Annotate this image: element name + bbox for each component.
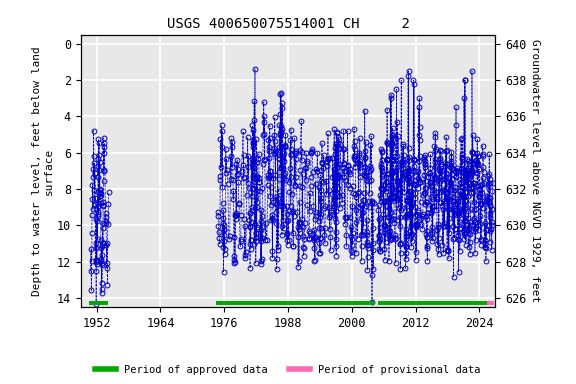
Title: USGS 400650075514001 CH     2: USGS 400650075514001 CH 2: [166, 17, 410, 31]
Y-axis label: Depth to water level, feet below land
surface: Depth to water level, feet below land su…: [32, 46, 54, 296]
Y-axis label: Groundwater level above NGVD 1929, feet: Groundwater level above NGVD 1929, feet: [530, 39, 540, 303]
Legend: Period of approved data, Period of provisional data: Period of approved data, Period of provi…: [91, 361, 485, 379]
